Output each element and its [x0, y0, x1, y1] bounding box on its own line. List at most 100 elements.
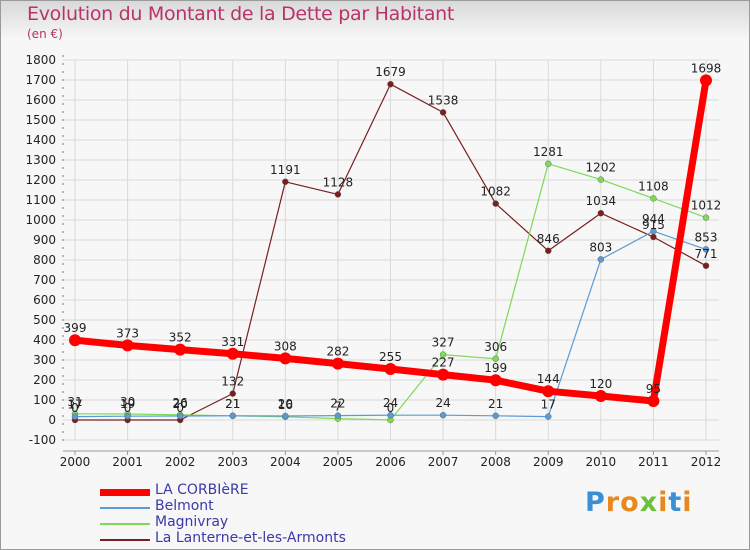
data-label: 1202	[586, 161, 617, 175]
x-tick-label: 2003	[217, 455, 248, 469]
x-tick-label: 2005	[323, 455, 354, 469]
data-label: 144	[537, 372, 560, 386]
legend-label: La Lanterne-et-les-Armonts	[155, 530, 346, 546]
data-point	[331, 357, 344, 370]
data-label: 0	[124, 401, 132, 415]
data-label: 17	[541, 398, 556, 412]
data-point	[71, 413, 79, 420]
data-label: 132	[221, 375, 244, 389]
chart-title: Evolution du Montant de la Dette par Hab…	[27, 3, 455, 25]
data-label: 22	[330, 397, 345, 411]
data-label: 30	[120, 395, 135, 409]
data-label: 327	[432, 336, 455, 350]
data-label: 16	[278, 398, 293, 412]
data-point	[700, 74, 712, 87]
y-tick-label: 700	[33, 273, 56, 287]
y-tick-label: 1600	[25, 93, 56, 107]
data-point	[387, 412, 394, 419]
legend-swatch	[100, 507, 150, 509]
data-label: 352	[169, 331, 192, 345]
data-label: 1128	[323, 175, 354, 189]
data-label: 17	[67, 398, 82, 412]
x-tick-label: 2002	[165, 455, 196, 469]
y-tick-label: 600	[33, 293, 56, 307]
data-point	[597, 209, 605, 217]
data-label: 803	[589, 240, 612, 254]
data-label: 1538	[428, 93, 459, 107]
data-point	[650, 195, 657, 202]
data-point	[439, 351, 447, 358]
data-label: 31	[67, 395, 82, 409]
y-tick-label: 1700	[25, 73, 56, 87]
legend-swatch	[100, 523, 150, 525]
data-point	[492, 412, 499, 419]
data-label: 21	[225, 397, 240, 411]
y-tick-label: 0	[48, 413, 56, 427]
data-point	[594, 390, 607, 402]
data-point	[492, 355, 499, 362]
data-label: 0	[71, 401, 79, 415]
y-tick-label: 1100	[25, 193, 56, 207]
data-point	[597, 176, 605, 183]
data-point	[702, 246, 710, 253]
data-point	[384, 363, 397, 375]
y-tick-label: 300	[33, 353, 56, 367]
x-tick-label: 2010	[586, 455, 617, 469]
data-label: 95	[646, 382, 661, 396]
y-tick-label: 400	[33, 333, 56, 347]
logo-letter: i	[682, 487, 693, 518]
y-tick-label: 1200	[25, 173, 56, 187]
y-tick-label: 800	[33, 253, 56, 267]
y-tick-label: 500	[33, 313, 56, 327]
data-label: 1191	[270, 163, 301, 177]
logo-letter: x	[639, 487, 659, 518]
data-label: 282	[326, 345, 349, 359]
data-label: 1034	[586, 194, 617, 208]
x-tick-label: 2012	[691, 455, 722, 469]
data-point	[121, 339, 134, 352]
legend-item: Magnivray	[100, 514, 400, 532]
legend-swatch	[100, 488, 150, 496]
data-point	[542, 385, 555, 398]
data-point	[226, 347, 239, 360]
data-label: 26	[173, 396, 188, 410]
series-lines	[69, 74, 712, 424]
x-tick-label: 2009	[533, 455, 564, 469]
data-label: 24	[383, 396, 398, 410]
data-label: 1679	[375, 65, 406, 79]
data-label: 227	[432, 356, 455, 370]
data-point	[597, 256, 605, 263]
y-tick-label: 1800	[25, 53, 56, 67]
data-point	[282, 178, 289, 186]
x-tick-label: 2001	[112, 455, 143, 469]
legend-item: LA CORBIèRE	[100, 482, 400, 500]
data-point	[279, 352, 292, 365]
y-tick-label: 200	[33, 373, 56, 387]
y-tick-label: 1300	[25, 153, 56, 167]
data-label: 20	[173, 397, 188, 411]
data-point	[124, 413, 131, 420]
x-tick-label: 2008	[480, 455, 511, 469]
data-point	[647, 395, 660, 407]
data-point	[176, 412, 184, 420]
y-tick-label: 1000	[25, 213, 56, 227]
data-label: 1012	[691, 199, 722, 213]
grid-lines	[63, 59, 719, 441]
data-label: 1698	[691, 61, 722, 75]
data-label: 306	[484, 340, 507, 354]
data-point	[650, 233, 657, 241]
data-point	[439, 109, 447, 116]
x-tick-label: 2007	[428, 455, 459, 469]
data-point	[387, 80, 394, 88]
data-point	[545, 160, 552, 168]
data-label: 0	[176, 401, 184, 415]
data-point	[489, 374, 502, 387]
data-point	[439, 412, 447, 419]
axes: -100010020030040050060070080090010001100…	[25, 53, 721, 469]
data-label: 19	[120, 397, 135, 411]
x-tick-label: 2006	[375, 455, 406, 469]
logo-letter: o	[620, 487, 640, 518]
data-point	[492, 200, 499, 207]
y-tick-label: 1500	[25, 113, 56, 127]
logo-letter: i	[658, 487, 669, 518]
